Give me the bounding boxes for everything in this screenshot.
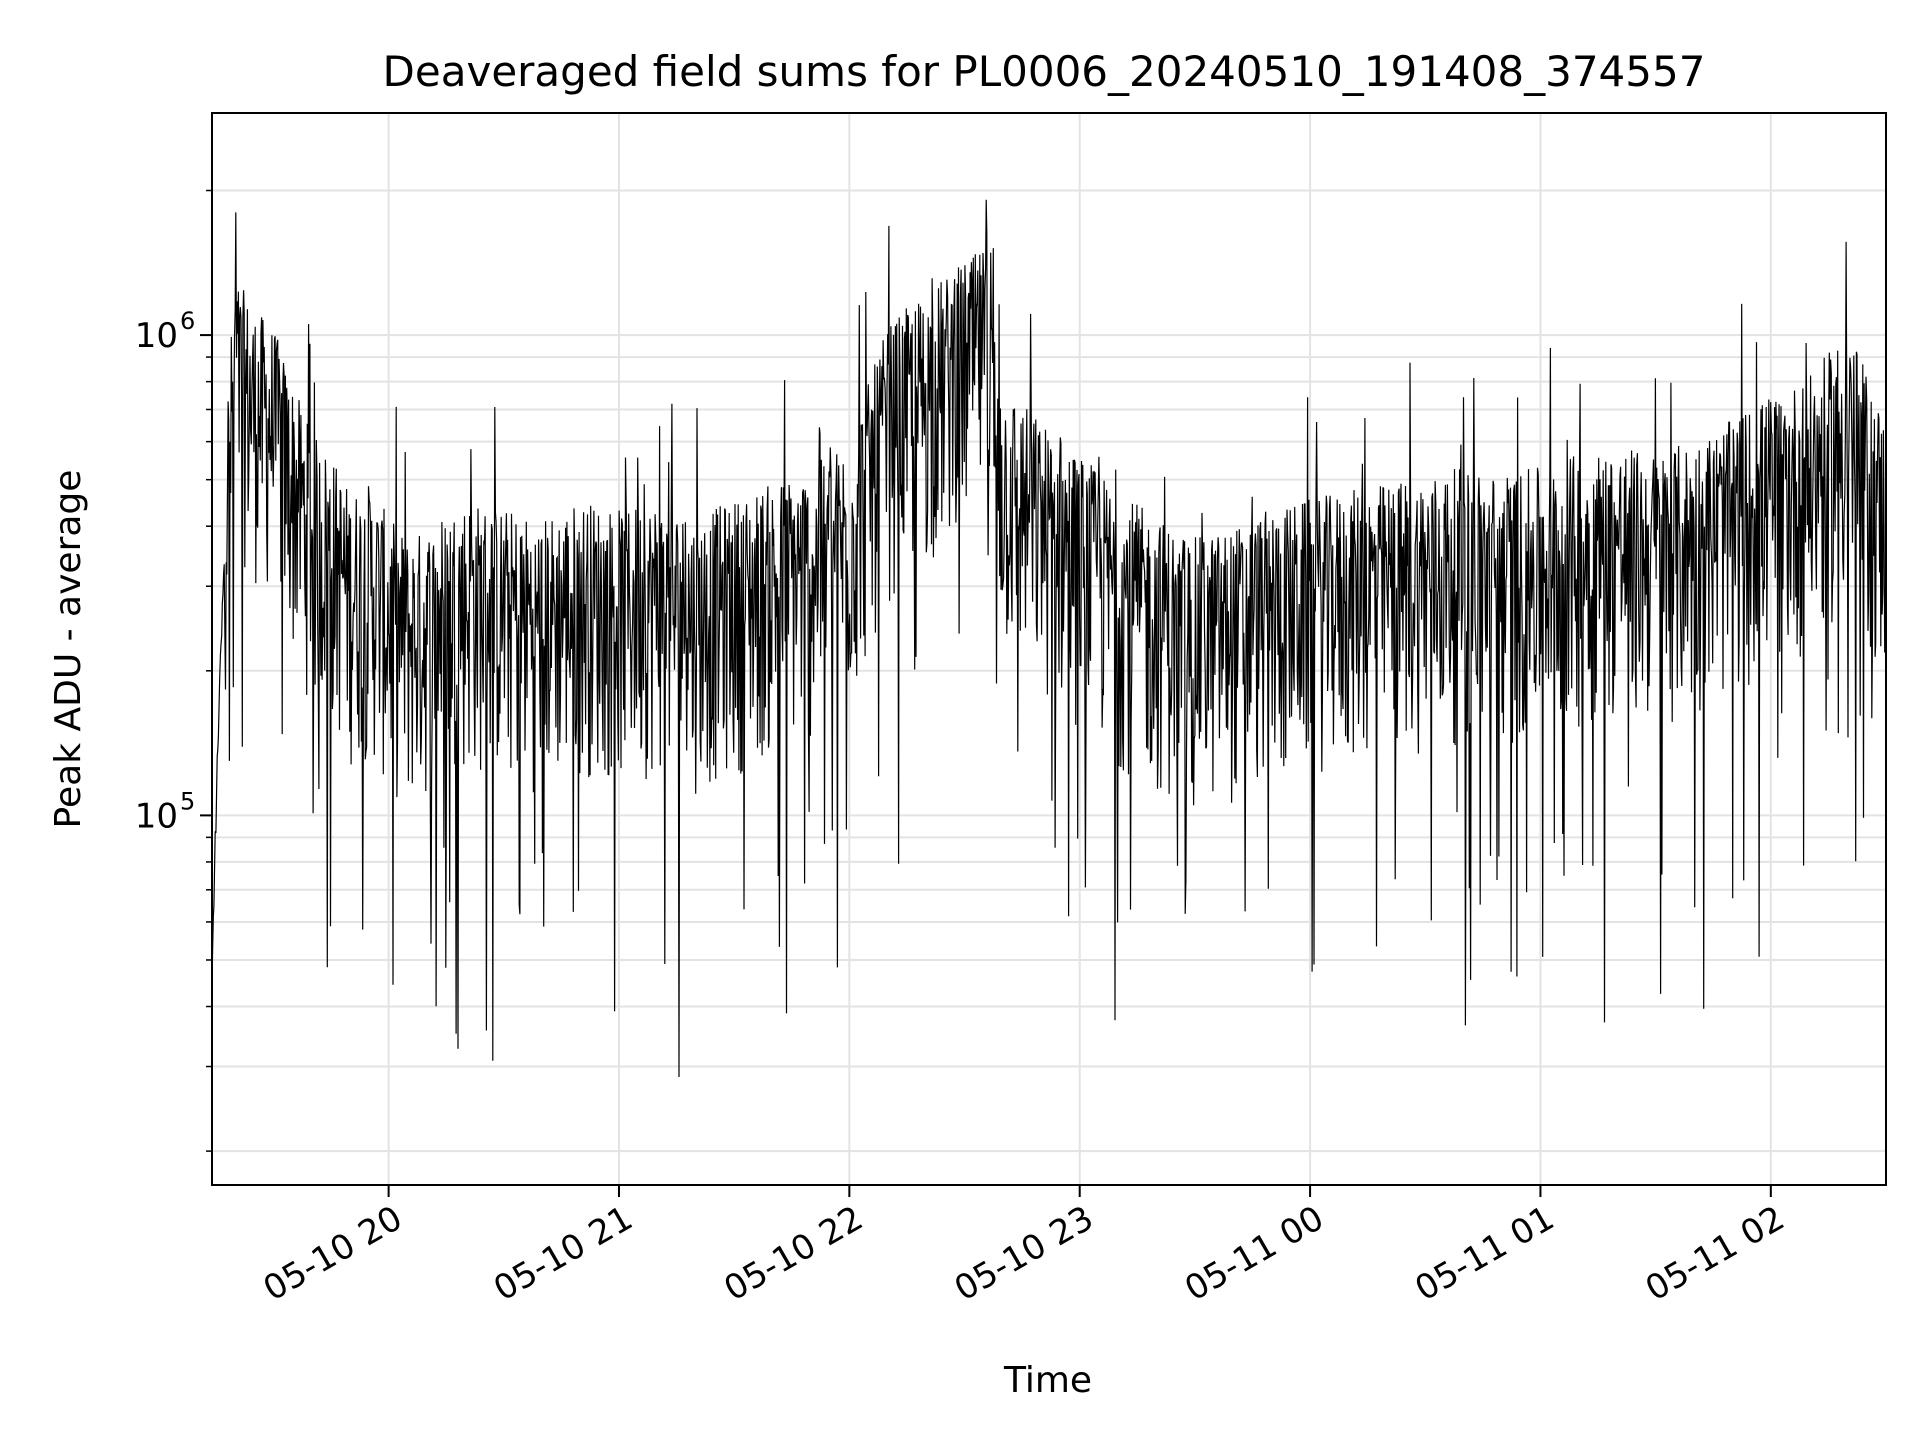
x-tick-label: 05-10 22 (717, 1198, 869, 1309)
x-tick-label: 05-10 21 (487, 1198, 639, 1309)
y-tick-exponent: 5 (180, 787, 195, 815)
x-tick-label: 05-11 02 (1639, 1198, 1791, 1309)
x-tick-label: 05-10 23 (948, 1198, 1100, 1309)
x-tick-label: 05-11 01 (1409, 1198, 1561, 1309)
y-axis-title: Peak ADU - average (48, 470, 89, 829)
series-line (211, 199, 1887, 1078)
series-layer (211, 199, 1887, 1078)
y-tick-label: 10 (135, 316, 178, 356)
chart-title: Deaveraged field sums for PL0006_2024051… (383, 47, 1706, 96)
x-axis: 05-10 20 05-10 21 05-10 22 05-10 23 05-11 00… (257, 1185, 1791, 1309)
y-tick-exponent: 6 (180, 307, 195, 335)
x-tick-label: 05-11 00 (1178, 1198, 1330, 1309)
x-axis-title: Time (1003, 1360, 1092, 1401)
x-tick-label: 05-10 20 (257, 1198, 409, 1309)
y-tick-label: 10 (135, 796, 178, 836)
plot-frame (211, 112, 1887, 1186)
